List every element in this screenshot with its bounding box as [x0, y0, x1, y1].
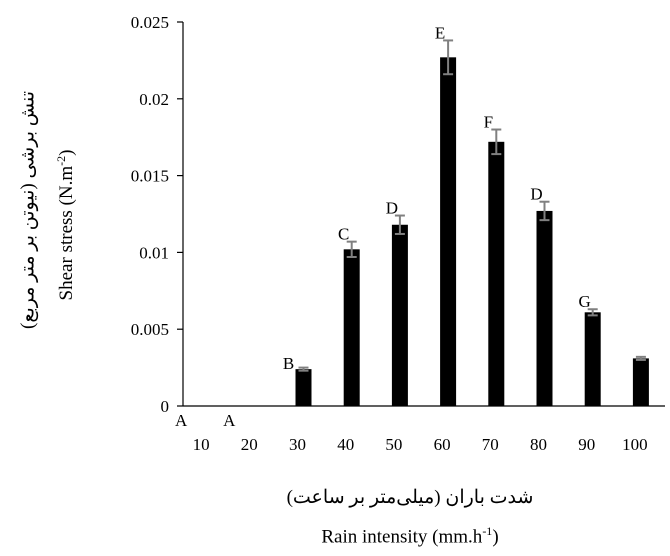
y-tick-labels: 0 0.005 0.01 0.015 0.02 0.025 [131, 13, 169, 416]
x-tick-label: 90 [578, 435, 595, 454]
x-tick-label: 20 [241, 435, 258, 454]
y-tick-label: 0.005 [131, 320, 169, 339]
bar [343, 249, 360, 406]
y-tick-label: 0 [161, 397, 170, 416]
significance-letter: B [283, 354, 294, 373]
y-tick-label: 0.02 [139, 90, 169, 109]
significance-letter: D [386, 199, 398, 218]
significance-letter: G [579, 292, 591, 311]
x-tick-labels: 10 20 30 40 50 60 70 80 90 100 [193, 435, 648, 454]
significance-letter: C [338, 225, 349, 244]
bar [391, 224, 408, 406]
y-axis-title-exponent: -2 [53, 155, 68, 166]
significance-letter: A [223, 411, 236, 430]
bar [440, 57, 457, 406]
bar [295, 369, 312, 406]
bar [488, 141, 505, 407]
y-tick-label: 0.025 [131, 13, 169, 32]
error-bars [298, 39, 646, 372]
y-axis [177, 21, 184, 407]
x-axis-title-text: Rain intensity (mm.h [321, 526, 483, 548]
significance-letter: E [435, 23, 445, 42]
x-tick-label: 100 [622, 435, 648, 454]
y-axis-title: Shear stress (N.m-2) [54, 150, 78, 301]
bar [584, 312, 601, 406]
x-tick-label: 50 [385, 435, 402, 454]
y-tick-label: 0.01 [139, 243, 169, 262]
y-axis-title-end: ) [56, 149, 78, 156]
bar [536, 210, 553, 406]
significance-letters: A A B C D E F D G [175, 23, 591, 430]
x-tick-label: 40 [337, 435, 354, 454]
bars [295, 57, 649, 407]
x-axis-title: Rain intensity (mm.h-1) [0, 524, 670, 548]
x-tick-label: 10 [193, 435, 210, 454]
bar [632, 358, 649, 406]
x-axis-title-persian: شدت باران (میلی‌متر بر ساعت) [286, 487, 534, 508]
significance-letter: D [530, 185, 542, 204]
x-axis-title-end: ) [492, 526, 499, 548]
x-axis-title-exponent: -1 [482, 524, 493, 538]
significance-letter: A [175, 411, 188, 430]
y-axis-title-text: Shear stress (N.m [56, 165, 78, 301]
x-tick-label: 80 [530, 435, 547, 454]
x-tick-label: 30 [289, 435, 306, 454]
y-tick-label: 0.015 [131, 167, 169, 186]
x-tick-label: 70 [482, 435, 499, 454]
significance-letter: F [484, 113, 493, 132]
x-tick-label: 60 [434, 435, 451, 454]
y-axis-title-persian: تنش برشی (نیوتن بر متر مربع) [17, 91, 39, 329]
